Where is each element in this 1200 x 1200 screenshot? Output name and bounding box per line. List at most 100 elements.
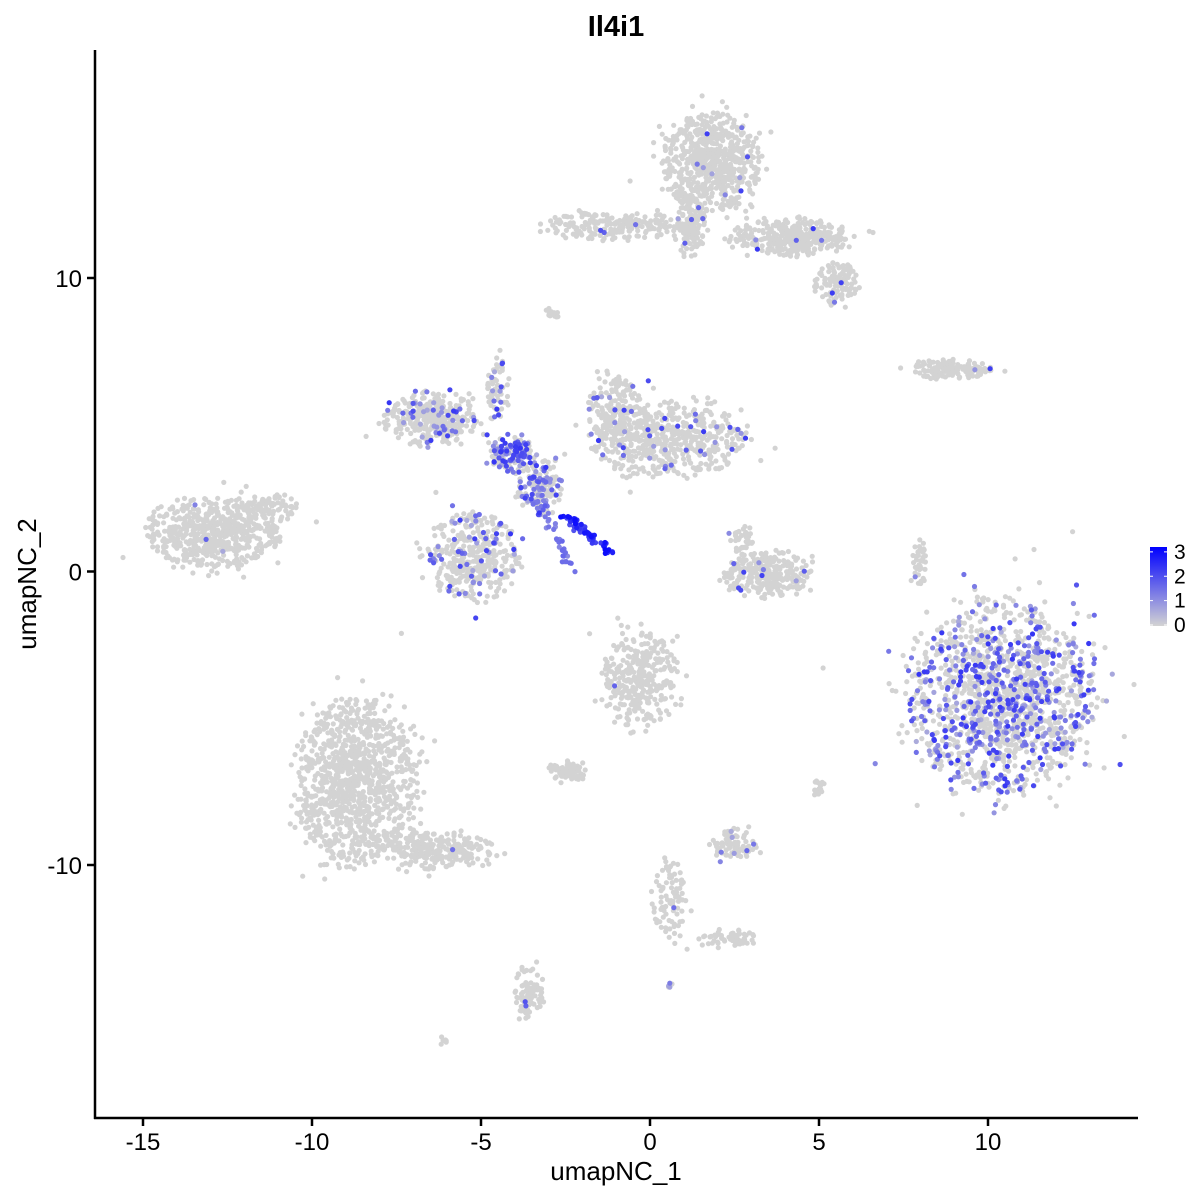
cell-point [312, 809, 319, 815]
cell-point [419, 735, 425, 741]
cell-point [513, 999, 520, 1006]
cell-point [967, 615, 973, 621]
cell-point [375, 785, 381, 791]
cell-point [1052, 720, 1058, 726]
cell-point [520, 982, 527, 988]
cell-point [390, 786, 396, 792]
cell-point [234, 514, 240, 520]
cell-point [376, 420, 382, 427]
cell-point [537, 1003, 543, 1010]
cell-point [372, 802, 378, 809]
cell-point [417, 443, 423, 449]
cell-point [1067, 735, 1073, 741]
cell-point [161, 520, 167, 526]
cell-point [708, 119, 714, 125]
cell-point [204, 561, 210, 568]
cell-point [750, 191, 756, 197]
cell-point [321, 755, 327, 761]
cell-point [285, 516, 291, 522]
cell-point [381, 828, 387, 834]
cell-point [408, 852, 415, 858]
cell-point [328, 855, 334, 861]
cell-point [424, 426, 430, 432]
cell-point [959, 811, 965, 817]
cell-point [401, 808, 407, 814]
cell-point [752, 174, 758, 180]
cell-point [716, 169, 722, 175]
cell-point [776, 237, 782, 243]
cell-point [710, 110, 716, 116]
cell-point [262, 515, 268, 521]
cell-point [427, 837, 433, 843]
cell-point [187, 559, 193, 565]
cell-point [1068, 755, 1074, 761]
cell-point [240, 545, 246, 551]
cell-point [392, 791, 398, 797]
cell-point [647, 222, 653, 228]
cell-point [790, 232, 796, 238]
cell-point [283, 503, 289, 509]
cell-point [797, 216, 803, 222]
cell-point [367, 741, 373, 748]
cell-point [921, 661, 928, 667]
cell-point [413, 771, 420, 777]
cell-point [765, 250, 771, 256]
cell-point [364, 803, 370, 809]
cell-point [326, 820, 332, 826]
cell-point [404, 869, 410, 875]
cell-point [746, 235, 752, 241]
cell-point [983, 607, 989, 613]
cell-point [1049, 733, 1055, 739]
cell-point [1062, 650, 1068, 656]
cell-point [705, 146, 711, 152]
cell-point [367, 728, 373, 734]
cell-point [954, 649, 960, 655]
cell-point [258, 501, 264, 507]
cell-point [312, 803, 318, 809]
cell-point [1089, 701, 1095, 707]
cell-point [736, 166, 742, 172]
cell-point [400, 728, 406, 734]
cell-point [489, 841, 495, 847]
cell-point [323, 776, 329, 782]
cell-point [832, 283, 839, 289]
cell-point [324, 763, 330, 769]
cell-point [211, 524, 217, 530]
cell-point [214, 570, 220, 576]
cell-point [721, 169, 727, 175]
cell-point [709, 207, 715, 214]
cell-point [194, 514, 200, 520]
cell-point [959, 627, 965, 633]
cell-point [263, 502, 269, 508]
cell-point [1016, 668, 1023, 674]
cell-point [601, 218, 607, 224]
cell-point [1069, 708, 1075, 714]
cell-point [1016, 586, 1022, 592]
cell-point [1071, 682, 1077, 688]
cell-point [691, 150, 698, 156]
cell-point [582, 219, 588, 226]
cell-point [274, 492, 280, 498]
cell-point [704, 155, 710, 161]
cell-point [209, 568, 215, 574]
cell-point [398, 630, 404, 637]
cell-point [685, 124, 691, 130]
cell-point [323, 832, 329, 839]
cell-point [452, 841, 458, 847]
cell-point [464, 859, 470, 865]
cell-point [679, 186, 685, 192]
cell-point [1022, 781, 1028, 788]
cell-point [392, 826, 398, 832]
cell-point [833, 239, 840, 245]
cell-point [330, 751, 336, 757]
cell-point [375, 853, 381, 859]
cell-point [365, 702, 371, 708]
cell-point [694, 183, 701, 189]
cell-point [349, 804, 355, 810]
cell-point [243, 483, 249, 489]
cell-point [374, 818, 380, 825]
cell-point [622, 234, 628, 240]
cell-point [785, 219, 791, 226]
cell-point [684, 136, 691, 142]
cell-point [930, 718, 937, 724]
